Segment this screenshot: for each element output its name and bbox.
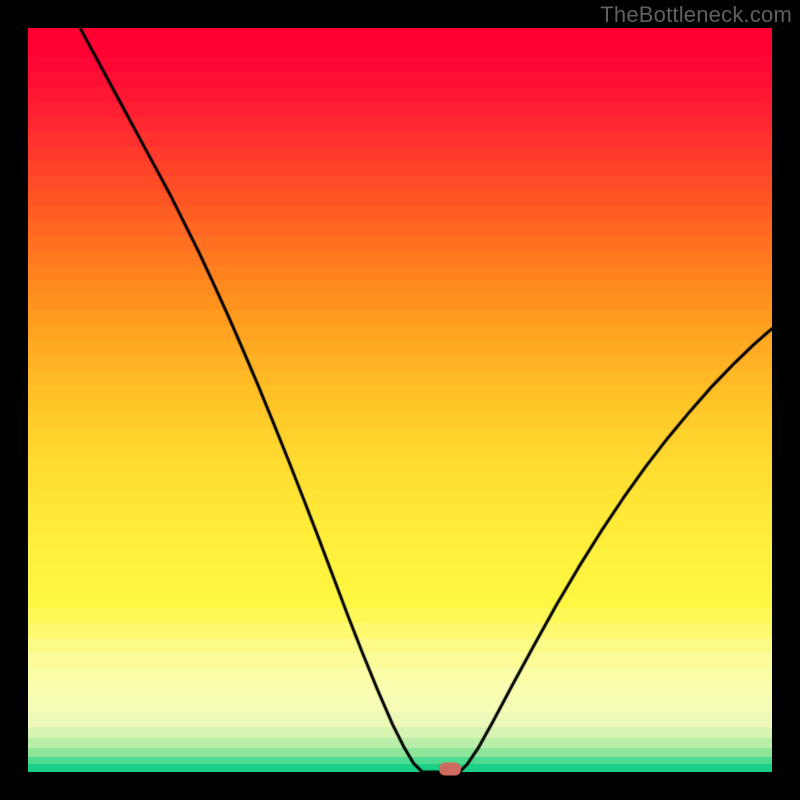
chart-container: TheBottleneck.com <box>0 0 800 800</box>
plot-canvas <box>28 28 772 772</box>
minimum-marker <box>439 763 461 776</box>
watermark-text: TheBottleneck.com <box>600 2 792 28</box>
plot-area <box>28 28 772 772</box>
